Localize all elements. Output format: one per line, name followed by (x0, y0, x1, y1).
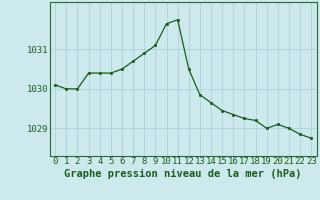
X-axis label: Graphe pression niveau de la mer (hPa): Graphe pression niveau de la mer (hPa) (64, 169, 302, 179)
